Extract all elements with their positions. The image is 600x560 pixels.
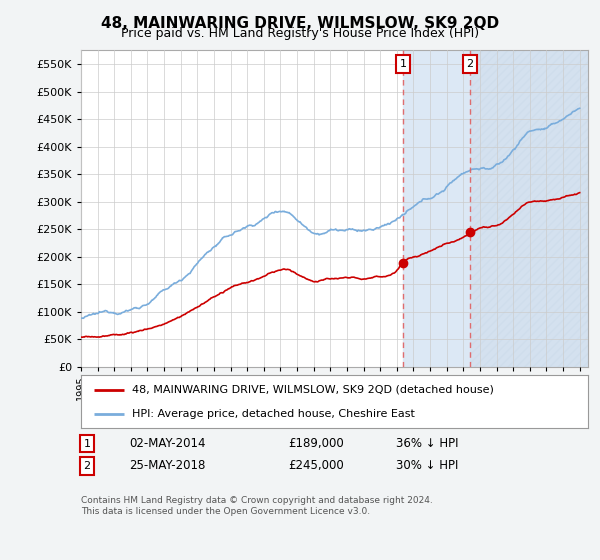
Text: Price paid vs. HM Land Registry's House Price Index (HPI): Price paid vs. HM Land Registry's House … [121, 27, 479, 40]
Text: Contains HM Land Registry data © Crown copyright and database right 2024.
This d: Contains HM Land Registry data © Crown c… [81, 496, 433, 516]
Text: 2: 2 [83, 461, 91, 471]
Text: HPI: Average price, detached house, Cheshire East: HPI: Average price, detached house, Ches… [132, 409, 415, 419]
Text: £189,000: £189,000 [288, 437, 344, 450]
Text: £245,000: £245,000 [288, 459, 344, 473]
Text: 25-MAY-2018: 25-MAY-2018 [129, 459, 205, 473]
Text: 48, MAINWARING DRIVE, WILMSLOW, SK9 2QD: 48, MAINWARING DRIVE, WILMSLOW, SK9 2QD [101, 16, 499, 31]
Text: 36% ↓ HPI: 36% ↓ HPI [396, 437, 458, 450]
Text: 02-MAY-2014: 02-MAY-2014 [129, 437, 205, 450]
Text: 1: 1 [83, 438, 91, 449]
Text: 2: 2 [466, 59, 473, 69]
Text: 48, MAINWARING DRIVE, WILMSLOW, SK9 2QD (detached house): 48, MAINWARING DRIVE, WILMSLOW, SK9 2QD … [132, 385, 494, 395]
Bar [403, 50, 588, 367]
Bar [470, 50, 588, 367]
Text: 1: 1 [400, 59, 406, 69]
Text: 30% ↓ HPI: 30% ↓ HPI [396, 459, 458, 473]
